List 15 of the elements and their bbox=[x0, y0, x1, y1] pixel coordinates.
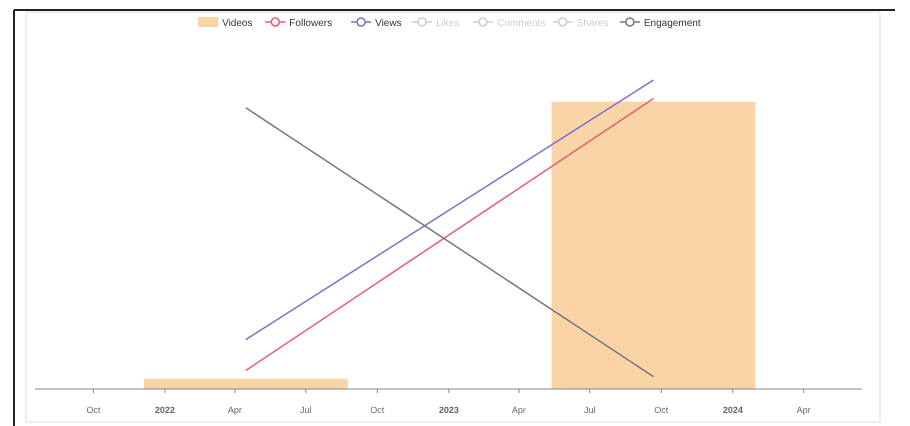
x-tick-label: 2024 bbox=[722, 405, 743, 415]
x-tick-label: Jul bbox=[584, 405, 596, 415]
legend-label: Views bbox=[375, 18, 402, 29]
x-tick-label: Apr bbox=[796, 405, 811, 415]
x-tick-label: Apr bbox=[228, 405, 242, 415]
x-tick-label: 2022 bbox=[154, 405, 175, 415]
x-tick-label: Oct bbox=[86, 405, 101, 415]
x-tick-label: 2023 bbox=[438, 405, 459, 415]
legend-label: Followers bbox=[289, 18, 332, 29]
x-tick-label: Oct bbox=[654, 405, 669, 415]
x-tick-label: Apr bbox=[512, 405, 526, 415]
x-tick-label: Oct bbox=[370, 405, 385, 415]
legend-label: Videos bbox=[222, 18, 253, 29]
legend-label: Engagement bbox=[644, 18, 701, 29]
x-tick-label: Jul bbox=[300, 405, 312, 415]
